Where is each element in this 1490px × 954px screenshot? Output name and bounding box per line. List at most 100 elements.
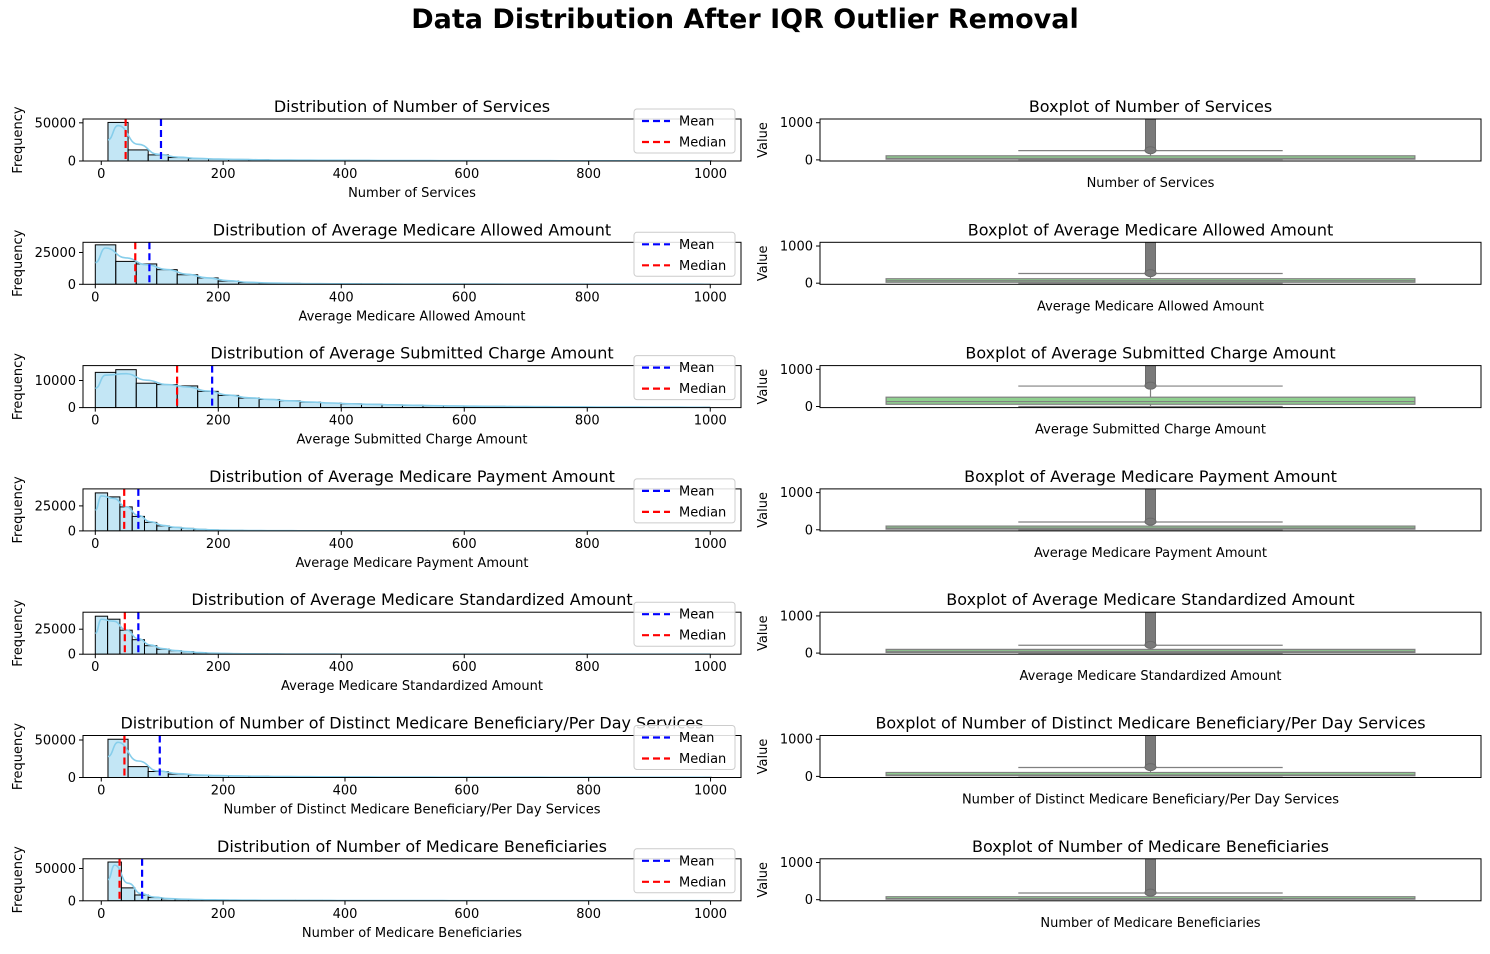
x-axis-label: Average Medicare Standardized Amount — [1020, 669, 1282, 684]
y-tick-label: 1000 — [780, 609, 813, 624]
box-title: Boxplot of Average Medicare Standardized… — [946, 590, 1354, 609]
legend-label: Mean — [679, 731, 714, 746]
hist-plot-area — [94, 365, 711, 408]
hist-bar — [197, 390, 219, 408]
y-tick-label: 0 — [68, 278, 76, 293]
y-axis-label: Value — [756, 862, 771, 898]
figure-title: Data Distribution After IQR Outlier Remo… — [411, 4, 1079, 35]
y-axis-label: Frequency — [11, 846, 26, 913]
y-tick-label: 0 — [805, 893, 813, 908]
legend-label: Mean — [679, 238, 714, 253]
y-tick-label: 0 — [68, 771, 76, 786]
y-axis-label: Frequency — [11, 476, 26, 543]
x-tick-label: 1000 — [694, 660, 727, 675]
x-tick-label: 200 — [206, 414, 231, 429]
axes-frame — [82, 858, 742, 902]
legend-label: Mean — [679, 361, 714, 376]
hist-plot-area — [94, 242, 711, 285]
y-tick-label: 25000 — [35, 246, 76, 261]
x-axis-label: Average Medicare Allowed Amount — [298, 309, 525, 324]
outlier-point — [1144, 763, 1157, 772]
box-panel-average-medicare-allowed-amount: 0 1000 Boxplot of Average Medicare Allowed… — [756, 220, 1482, 314]
hist-bar — [127, 149, 149, 161]
axes-frame — [819, 365, 1482, 409]
x-tick-label: 600 — [454, 784, 479, 799]
box-title: Boxplot of Number of Medicare Beneficiar… — [972, 837, 1329, 856]
box-title: Boxplot of Number of Distinct Medicare B… — [875, 714, 1425, 733]
hist-panel-average-medicare-allowed-amount: 0 200 400 600 800 1000 0 25000 Distribution of A… — [11, 220, 742, 324]
y-tick-label: 0 — [805, 647, 813, 662]
axes-frame — [819, 118, 1482, 162]
box-plot-area — [885, 119, 1416, 161]
outlier-point — [1144, 517, 1157, 526]
y-tick-label: 0 — [805, 523, 813, 538]
legend-label: Median — [679, 629, 726, 644]
y-axis-label: Frequency — [11, 723, 26, 790]
axes-frame — [819, 735, 1482, 778]
axes-frame — [819, 241, 1482, 285]
legend: Mean Median — [633, 478, 736, 524]
box-panel-average-medicare-standardized-amount: 0 1000 Boxplot of Average Medicare Standar… — [756, 590, 1482, 684]
y-tick-label: 1000 — [780, 733, 813, 748]
axes-frame — [819, 858, 1482, 902]
y-axis-label: Value — [756, 615, 771, 651]
outlier-points — [1145, 119, 1156, 151]
y-tick-label: 1000 — [780, 363, 813, 378]
x-tick-label: 600 — [452, 537, 477, 552]
y-axis-label: Value — [756, 245, 771, 281]
x-tick-label: 400 — [329, 537, 354, 552]
outlier-point — [1144, 269, 1157, 278]
x-tick-label: 200 — [211, 784, 236, 799]
y-tick-label: 1000 — [780, 116, 813, 131]
x-tick-label: 800 — [575, 537, 600, 552]
box-plot-area — [885, 858, 1416, 900]
axes-frame — [82, 735, 742, 778]
x-tick-label: 1000 — [694, 784, 727, 799]
x-tick-label: 0 — [91, 414, 99, 429]
hist-plot-area — [107, 119, 712, 161]
x-tick-label: 200 — [206, 537, 231, 552]
iqr-box — [885, 396, 1416, 405]
x-tick-label: 400 — [333, 907, 358, 922]
x-axis-label: Average Medicare Allowed Amount — [1037, 299, 1264, 314]
box-plot-area — [885, 612, 1416, 654]
y-tick-label: 0 — [68, 155, 76, 170]
outlier-points — [1145, 488, 1156, 523]
hist-title: Distribution of Average Submitted Charge… — [210, 344, 613, 363]
legend-label: Median — [679, 505, 726, 520]
outlier-points — [1145, 858, 1156, 894]
box-plot-area — [885, 365, 1416, 408]
hist-bar — [94, 615, 109, 655]
x-axis-label: Number of Services — [1087, 176, 1215, 191]
hist-title: Distribution of Average Medicare Allowed… — [213, 220, 611, 239]
outlier-point — [1144, 146, 1157, 155]
legend: Mean Median — [633, 108, 736, 154]
x-axis-label: Number of Medicare Beneficiaries — [302, 926, 522, 941]
y-axis-label: Value — [756, 492, 771, 528]
box-title: Boxplot of Average Medicare Allowed Amou… — [968, 220, 1333, 239]
hist-bar — [238, 397, 260, 408]
y-tick-label: 25000 — [35, 623, 76, 638]
x-tick-label: 400 — [333, 784, 358, 799]
x-tick-label: 200 — [206, 290, 231, 305]
x-tick-label: 400 — [329, 290, 354, 305]
hist-title: Distribution of Number of Services — [274, 97, 550, 116]
legend: Mean Median — [633, 355, 736, 401]
legend-label: Mean — [679, 608, 714, 623]
x-tick-label: 1000 — [694, 907, 727, 922]
y-axis-label: Value — [756, 369, 771, 405]
box-panel-average-medicare-payment-amount: 0 1000 Boxplot of Average Medicare Payment… — [756, 467, 1482, 561]
legend-label: Median — [679, 259, 726, 274]
hist-panel-number-of-medicare-beneficiaries: 0 200 400 600 800 1000 0 50000 Distribution of N… — [11, 837, 742, 941]
box-title: Boxplot of Average Medicare Payment Amou… — [964, 467, 1337, 486]
x-tick-label: 200 — [206, 660, 231, 675]
x-tick-label: 0 — [91, 660, 99, 675]
x-tick-label: 600 — [454, 167, 479, 182]
hist-bar — [135, 263, 158, 285]
y-tick-label: 50000 — [35, 116, 76, 131]
hist-plot-area — [107, 735, 712, 778]
x-tick-label: 800 — [576, 167, 601, 182]
box-panel-average-submitted-charge-amount: 0 1000 Boxplot of Average Submitted Charge… — [756, 344, 1482, 438]
axes-frame — [82, 118, 742, 162]
y-tick-label: 0 — [68, 648, 76, 663]
